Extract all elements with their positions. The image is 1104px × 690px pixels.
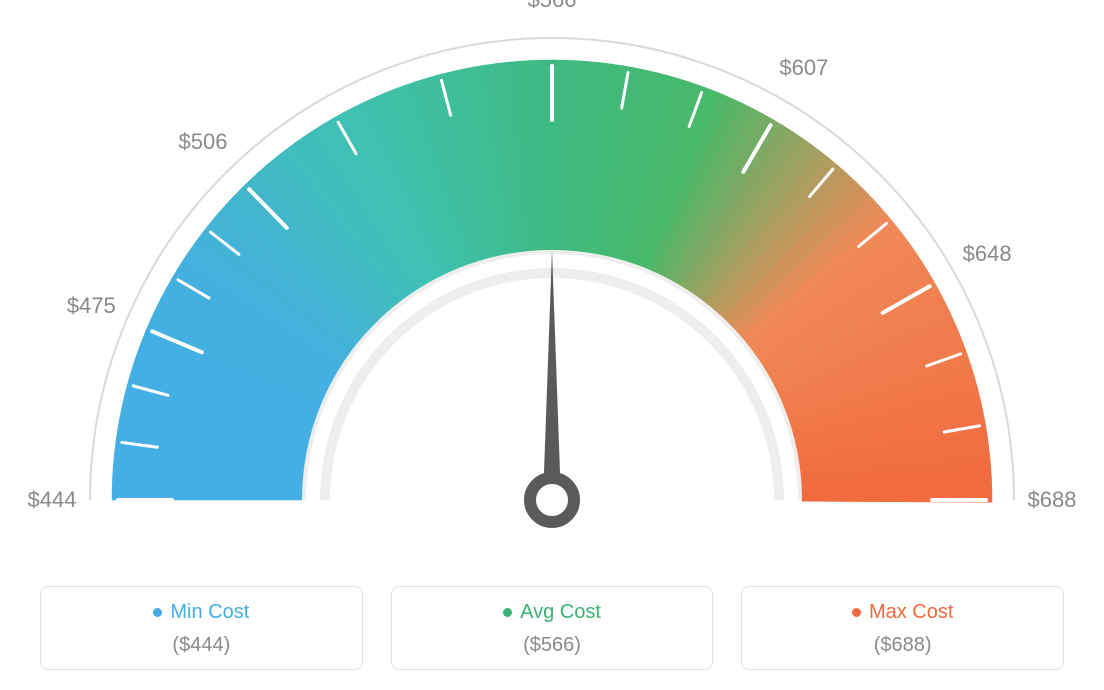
- legend-value: ($688): [752, 634, 1053, 657]
- legend-card-avg: Avg Cost ($566): [391, 586, 714, 670]
- gauge-tick-label: $475: [67, 293, 116, 319]
- gauge-tick-label: $566: [528, 0, 577, 13]
- dot-icon: [852, 608, 861, 617]
- legend-title-min: Min Cost: [153, 601, 249, 624]
- legend-card-max: Max Cost ($688): [741, 586, 1064, 670]
- legend-value: ($444): [51, 634, 352, 657]
- legend-value: ($566): [402, 634, 703, 657]
- gauge-svg: [0, 0, 1104, 570]
- gauge-tick-label: $607: [779, 55, 828, 81]
- legend-row: Min Cost ($444) Avg Cost ($566) Max Cost…: [0, 586, 1104, 670]
- legend-label: Max Cost: [869, 601, 953, 624]
- legend-label: Avg Cost: [520, 601, 601, 624]
- legend-label: Min Cost: [170, 601, 249, 624]
- gauge-tick-label: $688: [1028, 487, 1077, 513]
- gauge-chart: $444 $475 $506 $566 $607 $648 $688: [0, 0, 1104, 570]
- dot-icon: [153, 608, 162, 617]
- legend-title-avg: Avg Cost: [503, 601, 601, 624]
- dot-icon: [503, 608, 512, 617]
- legend-card-min: Min Cost ($444): [40, 586, 363, 670]
- gauge-tick-label: $506: [179, 129, 228, 155]
- gauge-tick-label: $648: [963, 241, 1012, 267]
- legend-title-max: Max Cost: [852, 601, 953, 624]
- gauge-tick-label: $444: [28, 487, 77, 513]
